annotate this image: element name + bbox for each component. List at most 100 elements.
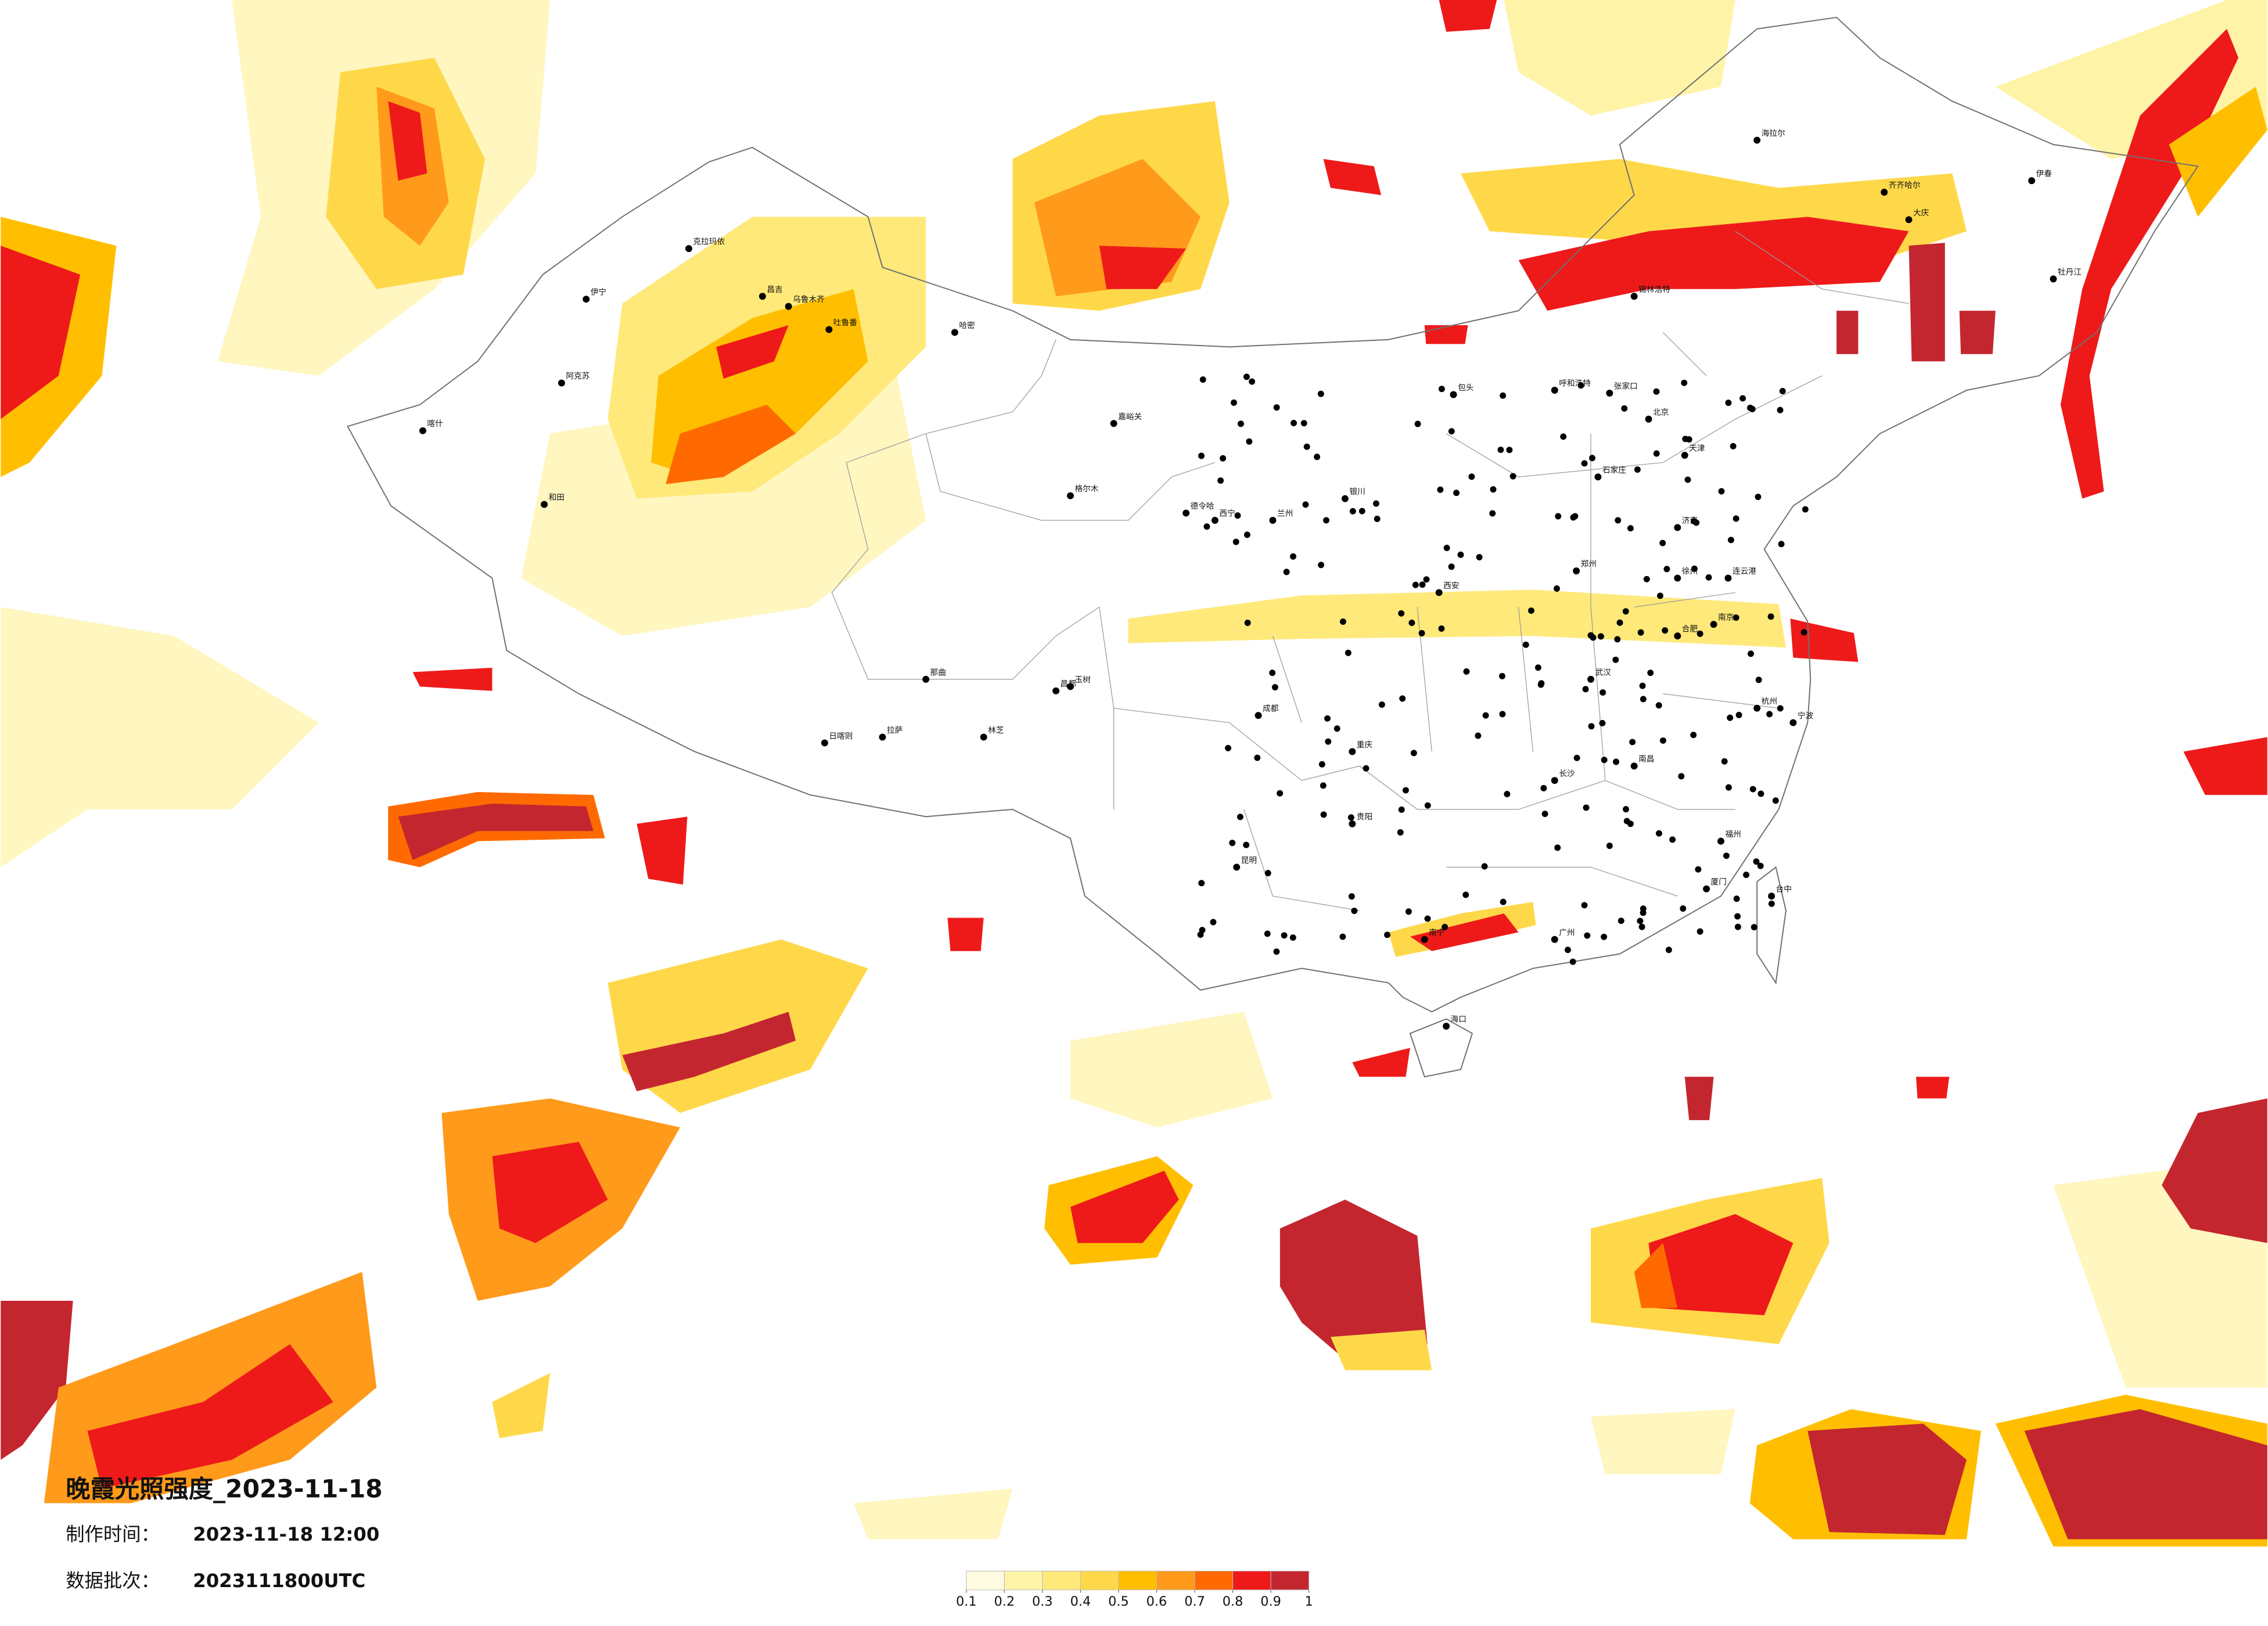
city-dot (785, 303, 792, 310)
city-dot (1398, 806, 1405, 813)
city-dot (1725, 400, 1732, 406)
city-dot (1615, 517, 1622, 524)
city-dot (1696, 630, 1703, 637)
city-label: 连云港 (1733, 567, 1756, 576)
city-label: 嘉峪关 (1118, 412, 1142, 422)
city-dot (1349, 508, 1356, 515)
city-dot (1199, 927, 1206, 934)
city-label: 牡丹江 (2058, 268, 2082, 277)
city-dot (1638, 923, 1645, 930)
city-label: 和田 (549, 493, 565, 502)
city-dot (1408, 619, 1415, 626)
city-dot (1457, 551, 1464, 558)
city-dot (1727, 714, 1734, 721)
city-dot (1735, 711, 1742, 718)
city-label: 石家庄 (1602, 465, 1626, 475)
city-dot (1647, 670, 1654, 677)
colorbar-segment (1042, 1570, 1081, 1591)
city-dot (1645, 415, 1652, 423)
city-dot (1414, 420, 1421, 427)
city-label: 日喀则 (829, 732, 853, 741)
city-dot (1727, 537, 1734, 544)
city-dot (1418, 629, 1425, 636)
city-dot (1220, 455, 1227, 462)
city-label: 南京 (1718, 613, 1734, 623)
city-dot (980, 733, 987, 741)
city-dot (1881, 189, 1888, 196)
city-dot (1582, 686, 1589, 693)
city-label: 张家口 (1614, 382, 1638, 391)
city-dot (1244, 619, 1251, 626)
city-dot (1497, 447, 1504, 454)
city-dot (1599, 720, 1606, 726)
city-dot (1777, 705, 1784, 712)
city-dot (1669, 836, 1676, 843)
city-label: 乌鲁木齐 (793, 295, 825, 304)
city-dot (1234, 512, 1241, 519)
city-label: 银川 (1349, 487, 1365, 497)
colorbar-tick-label: 1 (1305, 1594, 1313, 1609)
city-dot (1637, 918, 1644, 924)
city-dot (1534, 664, 1541, 671)
city-dot (1618, 918, 1624, 924)
colorbar-segment (1194, 1570, 1234, 1591)
city-label: 伊春 (2036, 170, 2053, 179)
city-dot (1767, 613, 1774, 620)
city-dot (1210, 919, 1217, 926)
city-dot (1269, 670, 1276, 677)
city-label: 合肥 (1682, 625, 1698, 634)
city-dot (1587, 675, 1594, 683)
city-dot (1384, 931, 1391, 938)
city-dot (1334, 725, 1340, 732)
city-dot (1551, 936, 1558, 943)
city-dot (1255, 712, 1262, 719)
city-dot (1560, 433, 1567, 440)
city-dot (1584, 932, 1591, 939)
city-dot (1622, 608, 1629, 615)
city-dot (1768, 893, 1775, 900)
city-label: 厦门 (1711, 877, 1727, 887)
city-dot (1569, 958, 1576, 965)
city-dot (1489, 510, 1496, 517)
city-dot (1755, 494, 1762, 501)
city-dot (1634, 466, 1641, 473)
city-label: 喀什 (427, 419, 443, 429)
city-dot (1527, 607, 1534, 614)
city-dot (1254, 754, 1261, 761)
city-dot (1601, 933, 1608, 940)
city-label: 西宁 (1219, 509, 1235, 519)
city-dot (1363, 765, 1370, 772)
city-label: 克拉玛依 (693, 238, 725, 247)
city-dot (1442, 923, 1448, 930)
city-dot (1768, 900, 1775, 907)
city-dot (1637, 629, 1644, 636)
city-dot (1229, 840, 1236, 846)
city-dot (1583, 804, 1590, 811)
city-dot (1685, 436, 1692, 443)
city-dot (1643, 575, 1650, 582)
city-dot (1237, 814, 1243, 821)
city-dot (1680, 905, 1687, 912)
city-dot (419, 427, 426, 434)
city-dot (1500, 898, 1507, 905)
city-dot (1504, 790, 1511, 797)
colorbar-segment (1156, 1570, 1195, 1591)
city-label: 南昌 (1638, 755, 1654, 764)
city-dot (1283, 569, 1290, 575)
city-label: 昌吉 (767, 285, 782, 294)
city-dot (1606, 390, 1613, 397)
city-dot (1339, 618, 1346, 625)
colorbar-segment (966, 1570, 1005, 1591)
city-dot (1345, 649, 1352, 656)
city-label: 成都 (1263, 704, 1279, 714)
city-dot (1601, 757, 1608, 764)
city-dot (1659, 539, 1666, 546)
city-dot (1710, 621, 1717, 628)
city-dot (1630, 293, 1638, 300)
city-dot (1734, 923, 1741, 930)
city-dot (1653, 388, 1660, 395)
city-dot (1052, 687, 1060, 695)
city-dot (1717, 837, 1724, 845)
city-dot (1789, 719, 1797, 726)
city-dot (1349, 820, 1356, 828)
